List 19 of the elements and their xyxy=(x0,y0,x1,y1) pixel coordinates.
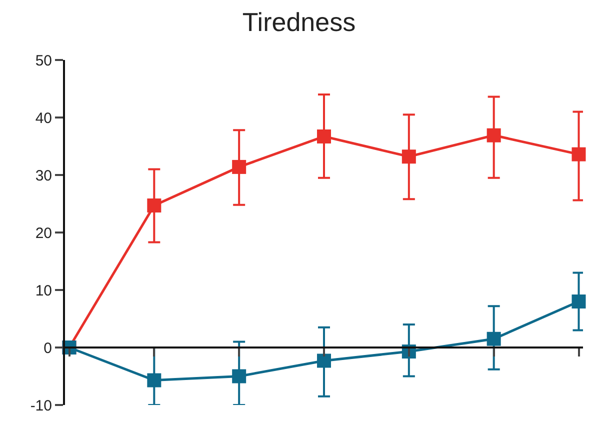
chart-title: Tiredness xyxy=(242,6,356,37)
point xyxy=(232,369,246,384)
y-tick-label: 30 xyxy=(35,167,52,184)
y-tick-label: 20 xyxy=(35,224,52,242)
y-tick-label: 50 xyxy=(35,52,52,70)
point xyxy=(147,373,162,388)
y-tick-label: 10 xyxy=(35,282,52,300)
y-tick-label: -10 xyxy=(30,397,52,414)
y-tick-label: 0 xyxy=(44,340,52,357)
point xyxy=(317,129,331,144)
point xyxy=(572,294,586,308)
point xyxy=(572,147,586,162)
point xyxy=(147,198,162,212)
point xyxy=(486,332,501,346)
y-tick-label: 40 xyxy=(35,110,52,127)
point xyxy=(232,160,246,174)
point xyxy=(402,150,416,164)
point xyxy=(317,354,331,368)
point xyxy=(486,128,501,142)
